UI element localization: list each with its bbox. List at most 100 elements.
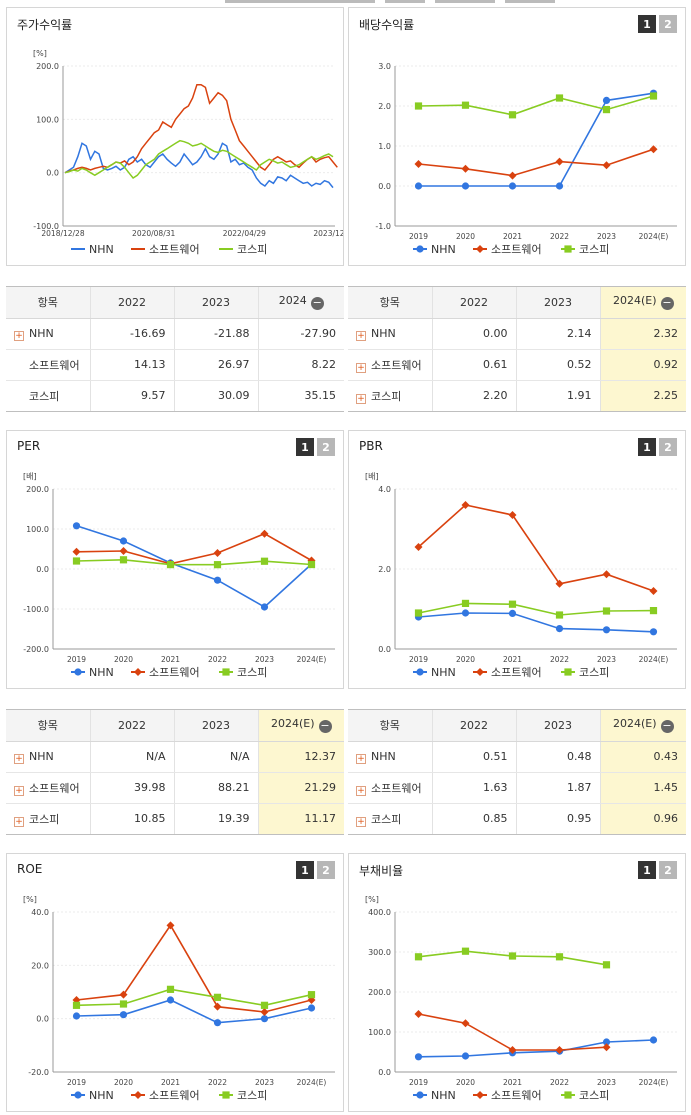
expand-row-icon[interactable]: + <box>356 393 366 404</box>
table-cell: 10.85 <box>89 803 174 834</box>
legend-label-2: 코스피 <box>579 243 609 256</box>
data-point <box>602 626 611 634</box>
data-point <box>213 576 222 584</box>
pbr-chart-panel: PBR 1 2 [배] 4.0 2.0 0.0 2019 2020 2021 2022 2023… <box>348 430 686 689</box>
data-point <box>461 1019 470 1028</box>
collapse-icon[interactable]: − <box>310 296 324 311</box>
table-cell: 8.22 <box>257 349 344 381</box>
data-point <box>72 522 81 530</box>
data-point <box>508 111 517 119</box>
collapse-icon[interactable]: − <box>660 296 674 311</box>
data-point <box>555 94 564 102</box>
table-cell: 0.52 <box>515 349 600 381</box>
roe-page-1-button[interactable]: 1 <box>296 861 314 879</box>
legend-label-1: 소프트웨어 <box>491 1089 542 1102</box>
table-row: + 소프트웨어 0.61 0.52 0.92 <box>348 349 686 381</box>
y-tick-label: 0.0 <box>378 645 391 654</box>
x-tick-label: 2021 <box>161 655 180 664</box>
row-label: NHN <box>371 749 396 763</box>
legend-marker <box>222 1091 230 1099</box>
data-point <box>414 182 423 190</box>
table-header: 2023 <box>515 710 600 742</box>
x-tick-label: 2021 <box>503 655 522 664</box>
legend-marker <box>74 1091 82 1099</box>
expand-row-icon[interactable]: + <box>14 785 24 796</box>
roe-page-2-button[interactable]: 2 <box>317 861 335 879</box>
expand-row-icon[interactable]: + <box>14 330 24 341</box>
x-tick-label: 2024(E) <box>639 1078 669 1087</box>
legend-label-2: 코스피 <box>579 666 609 679</box>
data-point <box>555 611 564 619</box>
roe-chart-panel: ROE 1 2 [%] 40.0 20.0 0.0 -20.0 2019 2020 2021 2… <box>6 853 344 1112</box>
pbr-chart: [배] 4.0 2.0 0.0 2019 2020 2021 2022 2023 2024(E) N… <box>365 472 677 679</box>
y-tick-label: 100.0 <box>368 1028 391 1037</box>
x-tick-label: 2019 <box>409 655 428 664</box>
table-cell: 21.29 <box>257 772 344 804</box>
series-line-0 <box>64 142 334 189</box>
data-point <box>649 587 658 595</box>
y-unit-label: [배] <box>365 472 379 481</box>
dividend-yield-table: 항목 2022 2023 2024(E) − + NHN 0.00 2.14 2.32 + 소프트웨어… <box>348 286 686 412</box>
row-label: NHN <box>29 326 54 340</box>
roe-chart: [%] 40.0 20.0 0.0 -20.0 2019 2020 2021 2022 2023 2… <box>23 895 335 1102</box>
debt-page-2-button[interactable]: 2 <box>659 861 677 879</box>
expand-row-icon[interactable]: + <box>356 753 366 764</box>
y-tick-label: 300.0 <box>368 948 391 957</box>
data-point <box>307 1004 316 1012</box>
data-point <box>508 952 517 960</box>
legend-label-1: 소프트웨어 <box>149 243 200 256</box>
expand-row-icon[interactable]: + <box>356 816 366 827</box>
table-header: 2024(E) − <box>599 710 686 742</box>
collapse-icon[interactable]: − <box>318 719 332 734</box>
table-cell: 2.14 <box>515 318 600 350</box>
expand-row-icon[interactable]: + <box>356 330 366 341</box>
x-tick-label: 2022 <box>550 232 569 241</box>
table-header: 2023 <box>173 710 258 742</box>
row-label: 소프트웨어 <box>29 781 80 795</box>
x-tick-label: 2024(E) <box>297 655 327 664</box>
table-row: 코스피 9.57 30.09 35.15 <box>6 380 344 411</box>
legend-marker <box>222 668 230 676</box>
table-cell: 9.57 <box>89 380 174 411</box>
collapse-icon[interactable]: − <box>660 719 674 734</box>
table-row: + 소프트웨어 1.63 1.87 1.45 <box>348 772 686 804</box>
expand-row-icon[interactable]: + <box>14 816 24 827</box>
x-tick-label: 2023 <box>597 655 616 664</box>
data-point <box>555 182 564 190</box>
data-point <box>119 1011 128 1019</box>
pbr-page-1-button[interactable]: 1 <box>638 438 656 456</box>
per-page-1-button[interactable]: 1 <box>296 438 314 456</box>
y-tick-label: 100.0 <box>36 115 59 124</box>
data-point <box>72 1001 81 1009</box>
data-point <box>414 1010 423 1018</box>
legend-label-0: NHN <box>89 666 114 679</box>
y-tick-label: 3.0 <box>378 62 391 71</box>
table-cell: 14.13 <box>89 349 174 381</box>
dividend-page-1-button[interactable]: 1 <box>638 15 656 33</box>
data-point <box>555 579 564 588</box>
data-point <box>602 607 611 615</box>
data-point <box>72 1012 81 1020</box>
table-header: 항목 <box>6 287 90 319</box>
table-header: 2022 <box>431 710 516 742</box>
per-chart: [배] 200.0 100.0 0.0 -100.0 -200.0 2019 2020 2021… <box>23 472 335 679</box>
per-page-2-button[interactable]: 2 <box>317 438 335 456</box>
data-point <box>461 1052 470 1060</box>
y-tick-label: -100.0 <box>33 222 59 231</box>
x-tick-label: 2019 <box>409 1078 428 1087</box>
x-tick-label: 2024(E) <box>297 1078 327 1087</box>
series-line-1 <box>64 83 338 174</box>
pbr-page-2-button[interactable]: 2 <box>659 438 677 456</box>
expand-row-icon[interactable]: + <box>356 362 366 373</box>
series-line-2 <box>418 602 654 616</box>
table-row: 소프트웨어 14.13 26.97 8.22 <box>6 349 344 381</box>
x-tick-label: 2022 <box>208 655 227 664</box>
debt-page-1-button[interactable]: 1 <box>638 861 656 879</box>
legend-label-0: NHN <box>431 243 456 256</box>
data-point <box>461 164 470 173</box>
series-line-0 <box>76 525 313 608</box>
expand-row-icon[interactable]: + <box>14 753 24 764</box>
expand-row-icon[interactable]: + <box>356 785 366 796</box>
table-header: 항목 <box>348 710 432 742</box>
dividend-page-2-button[interactable]: 2 <box>659 15 677 33</box>
